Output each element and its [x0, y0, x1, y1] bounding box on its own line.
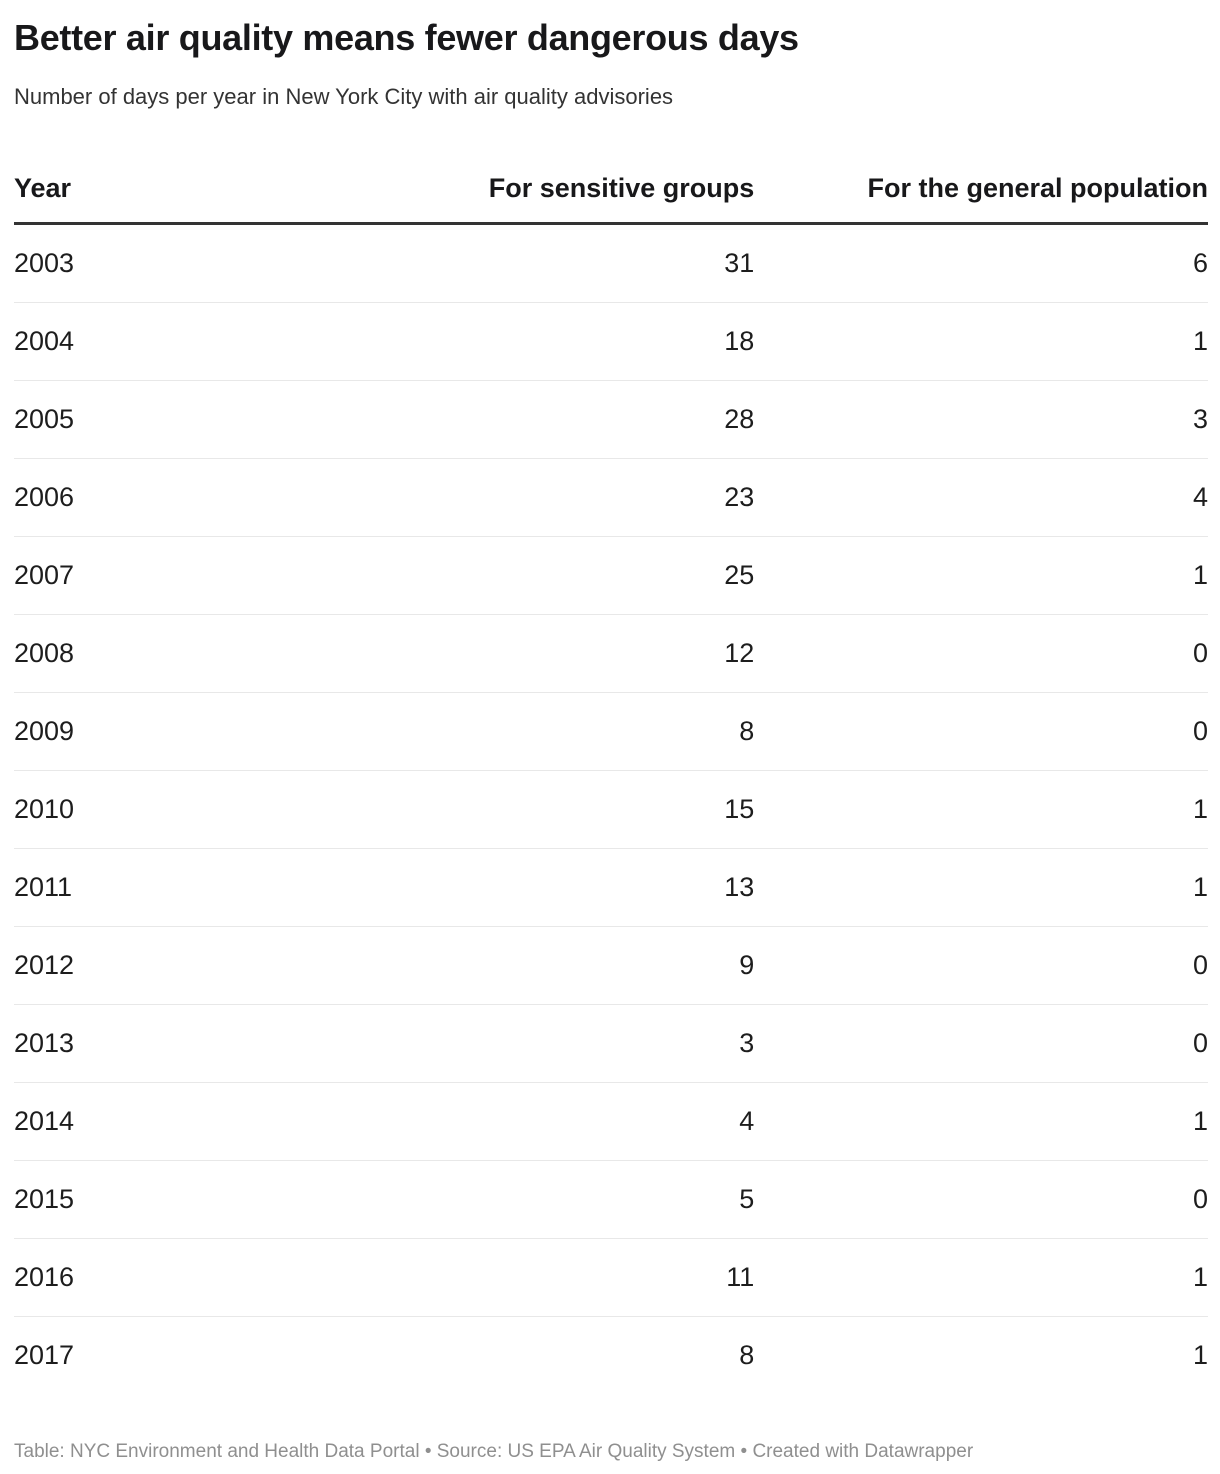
- year-cell: 2007: [14, 536, 468, 615]
- sensitive-groups-cell: 4: [467, 1082, 755, 1161]
- year-cell: 2014: [14, 1082, 468, 1161]
- col-header-general-population: For the general population: [754, 148, 1208, 225]
- sensitive-groups-cell: 8: [467, 692, 755, 771]
- sensitive-groups-cell: 12: [467, 614, 755, 693]
- attribution-footer: Table: NYC Environment and Health Data P…: [14, 1440, 974, 1462]
- general-population-cell: 1: [754, 302, 1208, 381]
- year-cell: 2008: [14, 614, 468, 693]
- table-row: 2014 4 1: [14, 1082, 1208, 1161]
- general-population-cell: 0: [754, 692, 1208, 771]
- general-population-cell: 1: [1192, 1339, 1208, 1370]
- table-row: 2003 31 6: [14, 223, 1208, 303]
- table-row: 2004 18 1: [14, 302, 1208, 381]
- year-cell: 2010: [14, 770, 468, 849]
- year-cell: 2017: [14, 1339, 75, 1370]
- year-cell: 2015: [14, 1160, 468, 1239]
- table-header-row: Year For sensitive groups For the genera…: [14, 148, 1208, 225]
- sensitive-groups-cell: 9: [467, 926, 755, 1005]
- year-cell: 2009: [14, 692, 468, 771]
- sensitive-groups-cell: 28: [467, 380, 755, 459]
- table-row: 2011 13 1: [14, 848, 1208, 927]
- sensitive-groups-cell: 13: [467, 848, 755, 927]
- page-title: Better air quality means fewer dangerous…: [14, 17, 799, 58]
- table-row: 2008 12 0: [14, 614, 1208, 693]
- sensitive-groups-cell: 3: [467, 1004, 755, 1083]
- year-cell: 2016: [14, 1238, 468, 1317]
- general-population-cell: 3: [754, 380, 1208, 459]
- year-cell: 2006: [14, 458, 468, 537]
- col-header-sensitive-groups: For sensitive groups: [467, 148, 755, 225]
- table-row: 2015 5 0: [14, 1160, 1208, 1239]
- sensitive-groups-cell: 31: [467, 223, 755, 303]
- general-population-cell: 1: [754, 1082, 1208, 1161]
- general-population-cell: 0: [754, 1004, 1208, 1083]
- table-row: 2013 3 0: [14, 1004, 1208, 1083]
- general-population-cell: 0: [754, 1160, 1208, 1239]
- general-population-cell: 1: [754, 848, 1208, 927]
- year-cell: 2011: [14, 848, 468, 927]
- table-row: 2012 9 0: [14, 926, 1208, 1005]
- year-cell: 2013: [14, 1004, 468, 1083]
- general-population-cell: 1: [754, 770, 1208, 849]
- sensitive-groups-cell: 15: [467, 770, 755, 849]
- data-table: Year For sensitive groups For the genera…: [14, 148, 1208, 1394]
- general-population-cell: 6: [754, 223, 1208, 303]
- sensitive-groups-cell: 18: [467, 302, 755, 381]
- general-population-cell: 1: [754, 536, 1208, 615]
- table-row: 2007 25 1: [14, 536, 1208, 615]
- table-row: 2017 8 1: [14, 1316, 1208, 1394]
- table-row: 2005 28 3: [14, 380, 1208, 459]
- table-row: 2016 11 1: [14, 1238, 1208, 1317]
- year-cell: 2004: [14, 302, 468, 381]
- general-population-cell: 1: [754, 1238, 1208, 1317]
- col-header-year: Year: [14, 148, 468, 225]
- sensitive-groups-cell: 23: [467, 458, 755, 537]
- sensitive-groups-cell: 11: [467, 1238, 755, 1317]
- year-cell: 2005: [14, 380, 468, 459]
- sensitive-groups-cell: 25: [467, 536, 755, 615]
- year-cell: 2012: [14, 926, 468, 1005]
- general-population-cell: 4: [754, 458, 1208, 537]
- table-row: 2009 8 0: [14, 692, 1208, 771]
- general-population-cell: 0: [754, 614, 1208, 693]
- sensitive-groups-cell: 8: [739, 1339, 755, 1370]
- table-row: 2010 15 1: [14, 770, 1208, 849]
- sensitive-groups-cell: 5: [467, 1160, 755, 1239]
- year-cell: 2003: [14, 223, 468, 303]
- table-row: 2006 23 4: [14, 458, 1208, 537]
- general-population-cell: 0: [754, 926, 1208, 1005]
- page-subtitle: Number of days per year in New York City…: [14, 84, 674, 110]
